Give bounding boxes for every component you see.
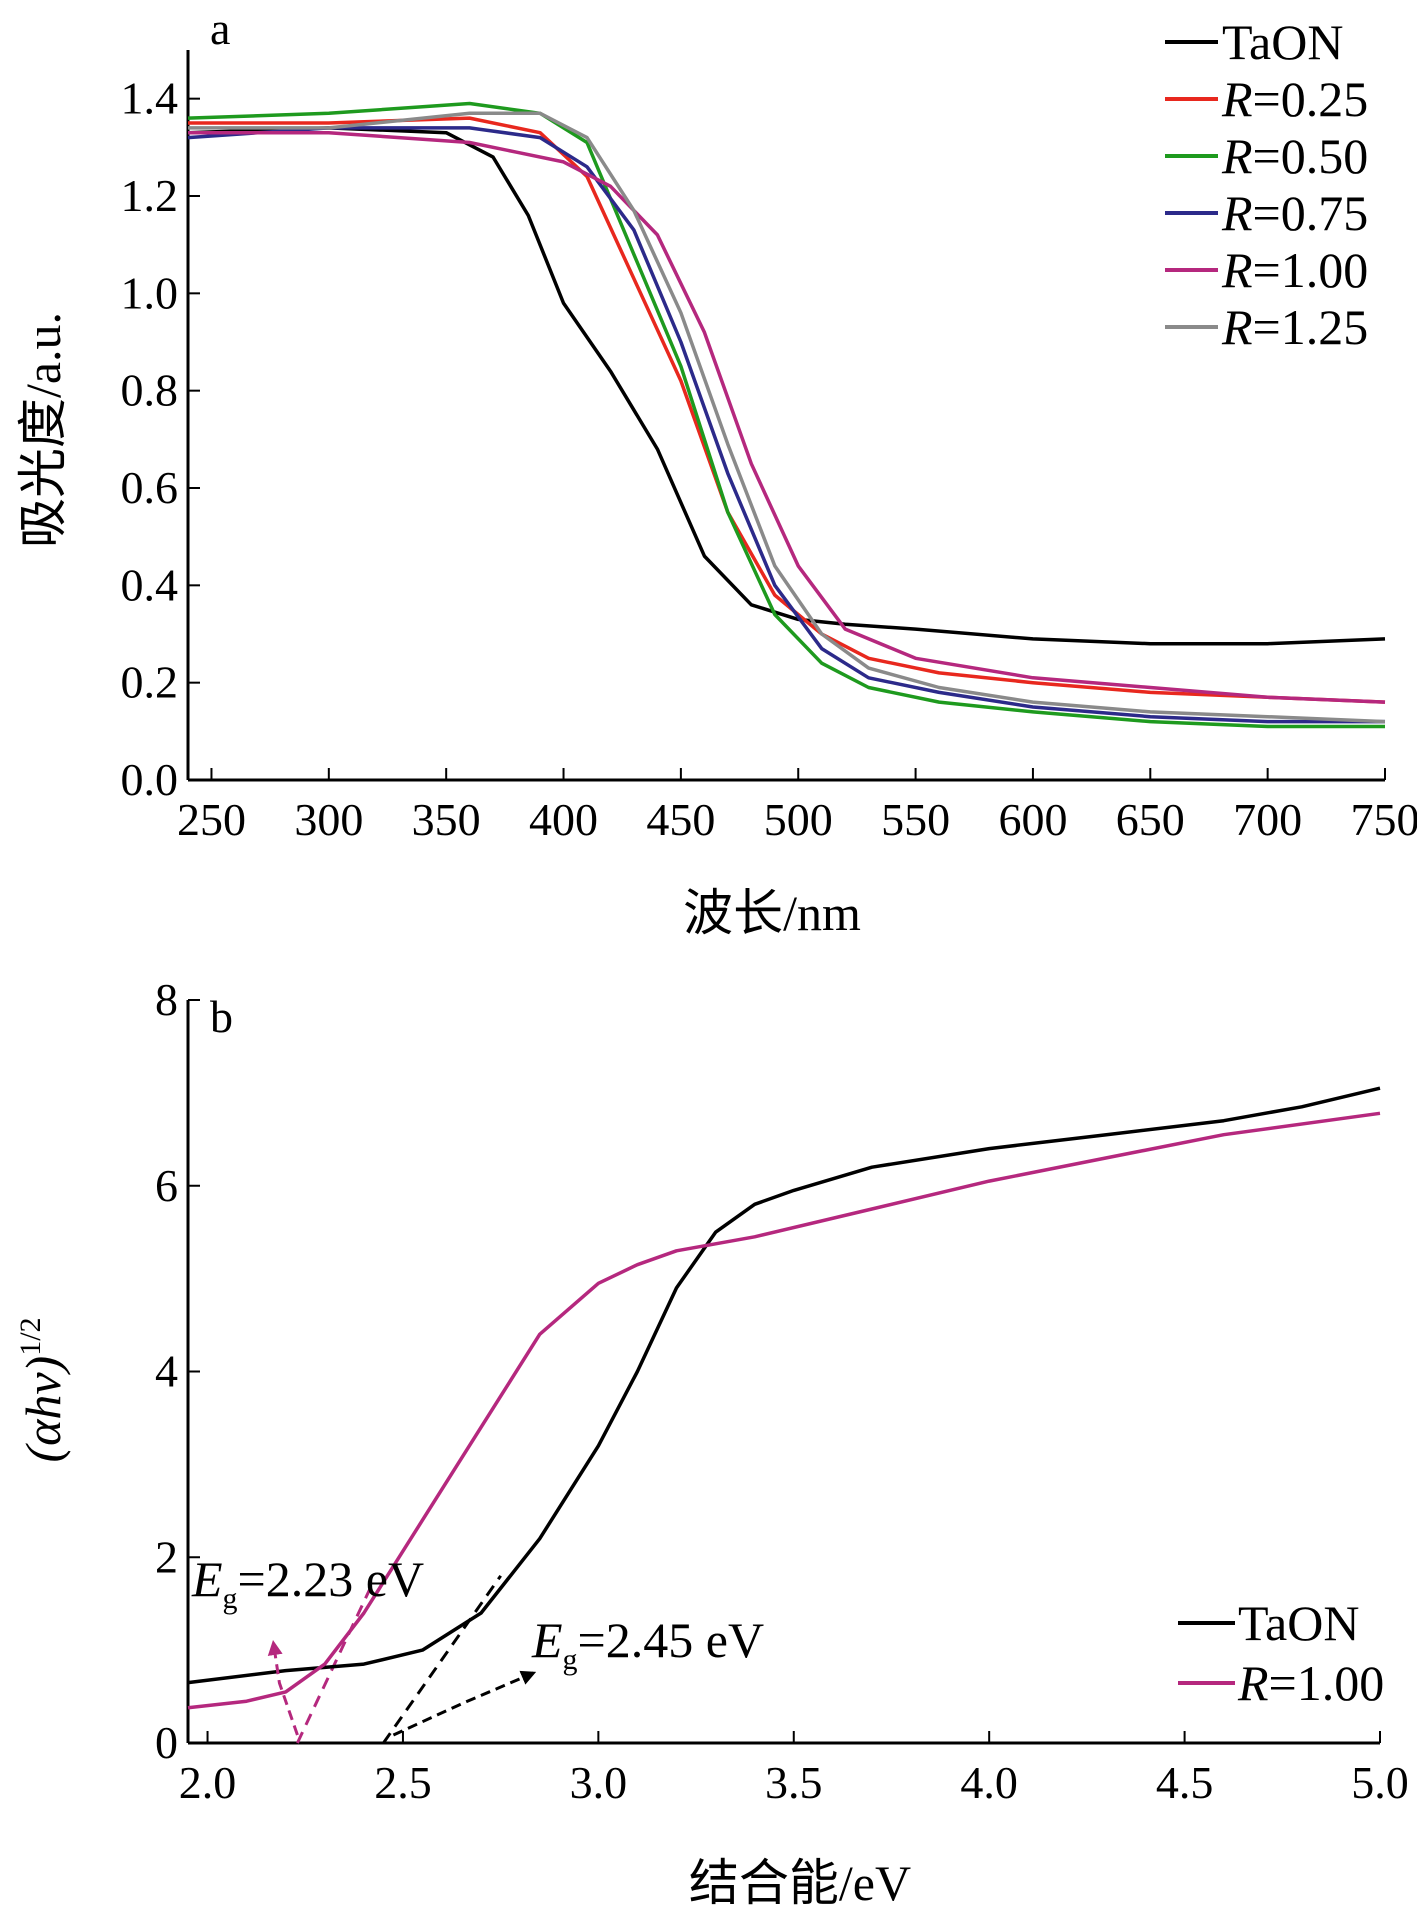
a-x-tick-label: 450	[646, 794, 715, 845]
b-annotation-1: Eg=2.45 eV	[531, 1612, 764, 1676]
a-legend-label-2: R=0.50	[1221, 128, 1368, 184]
a-y-tick-label: 1.4	[121, 73, 179, 124]
panel-a-series	[187, 101, 1386, 729]
panel-b-ylabel-exp: 1/2	[14, 1317, 47, 1355]
b-y-tick-label: 0	[155, 1717, 178, 1768]
a-x-tick-label: 250	[177, 794, 246, 845]
panel-a-ylabel: 吸光度/a.u.	[15, 312, 71, 548]
a-x-tick-label: 650	[1116, 794, 1185, 845]
a-series-line-3	[187, 126, 1385, 724]
panel-a-xlabel: 波长/nm	[683, 885, 861, 941]
b-x-tick-label: 3.5	[765, 1757, 823, 1808]
a-legend-label-1: R=0.25	[1221, 71, 1368, 127]
panel-b-fit-lines	[296, 1574, 502, 1744]
a-series-line-1	[188, 116, 1386, 704]
a-series-line-2	[187, 101, 1385, 729]
svg-text:(αhν)1/2: (αhν)1/2	[14, 1317, 71, 1462]
a-legend-label-4: R=1.00	[1221, 242, 1368, 298]
b-fit-line-1	[382, 1574, 502, 1744]
panel-a-label: a	[210, 3, 230, 54]
a-y-tick-label: 0.6	[121, 462, 179, 513]
b-y-tick-label: 6	[155, 1160, 178, 1211]
a-series-line-4	[188, 130, 1386, 704]
b-x-tick-label: 4.0	[960, 1757, 1018, 1808]
panel-b-ylabel-main: (αhν)	[15, 1356, 71, 1463]
a-x-tick-label: 550	[881, 794, 950, 845]
a-series-line-5	[188, 111, 1386, 724]
a-legend-label-3: R=0.75	[1221, 185, 1368, 241]
b-x-tick-label: 2.5	[374, 1757, 432, 1808]
panel-b-series	[187, 1086, 1381, 1710]
b-fit-line-0	[296, 1584, 374, 1744]
a-x-tick-label: 500	[764, 794, 833, 845]
b-series-line-0	[187, 1086, 1381, 1685]
panel-a: a 250 300 350 400 450 500 550 600 650 700 750 0.0 0.…	[15, 3, 1417, 941]
b-series-line-1	[187, 1111, 1381, 1710]
a-legend-label-0: TaON	[1222, 14, 1343, 70]
a-x-tick-label: 400	[529, 794, 598, 845]
panel-b-xlabel: 结合能/eV	[689, 1855, 911, 1911]
a-y-tick-label: 0.4	[121, 559, 179, 610]
a-x-tick-label: 300	[294, 794, 363, 845]
b-x-tick-label: 4.5	[1156, 1757, 1214, 1808]
b-x-tick-label: 3.0	[570, 1757, 628, 1808]
b-annotation-arrow-0	[267, 1640, 299, 1736]
a-y-tick-label: 0.8	[121, 365, 179, 416]
panel-b-ylabel: (αhν)1/2	[14, 1317, 71, 1462]
panel-b-label: b	[210, 991, 233, 1042]
b-y-tick-label: 2	[155, 1531, 178, 1582]
a-y-tick-label: 1.0	[121, 267, 179, 318]
b-legend-label-1: R=1.00	[1237, 1655, 1384, 1711]
a-x-tick-label: 750	[1351, 794, 1417, 845]
panel-a-axes: 250 300 350 400 450 500 550 600 650 700 750 0.0 0.2 0…	[121, 50, 1417, 845]
a-x-tick-label: 600	[998, 794, 1067, 845]
a-x-tick-label: 350	[412, 794, 481, 845]
b-x-tick-label: 2.0	[179, 1757, 237, 1808]
a-y-tick-label: 1.2	[121, 170, 179, 221]
b-annotation-arrow-1	[392, 1670, 537, 1737]
b-x-tick-label: 5.0	[1351, 1757, 1409, 1808]
panel-b-annotations: Eg=2.23 eV Eg=2.45 eV	[191, 1551, 764, 1737]
b-annotation-0: Eg=2.23 eV	[191, 1551, 424, 1615]
a-y-tick-label: 0.2	[121, 657, 179, 708]
a-legend-label-5: R=1.25	[1221, 299, 1368, 355]
a-y-tick-label: 0.0	[121, 754, 179, 805]
a-x-tick-label: 700	[1233, 794, 1302, 845]
b-y-tick-label: 4	[155, 1346, 178, 1397]
b-legend-label-0: TaON	[1238, 1595, 1359, 1651]
a-series-line-0	[187, 126, 1386, 646]
panel-b-axes: 2.0 2.5 3.0 3.5 4.0 4.5 5.0 0 2 4 6 8	[155, 974, 1409, 1808]
b-y-tick-label: 8	[155, 974, 178, 1025]
